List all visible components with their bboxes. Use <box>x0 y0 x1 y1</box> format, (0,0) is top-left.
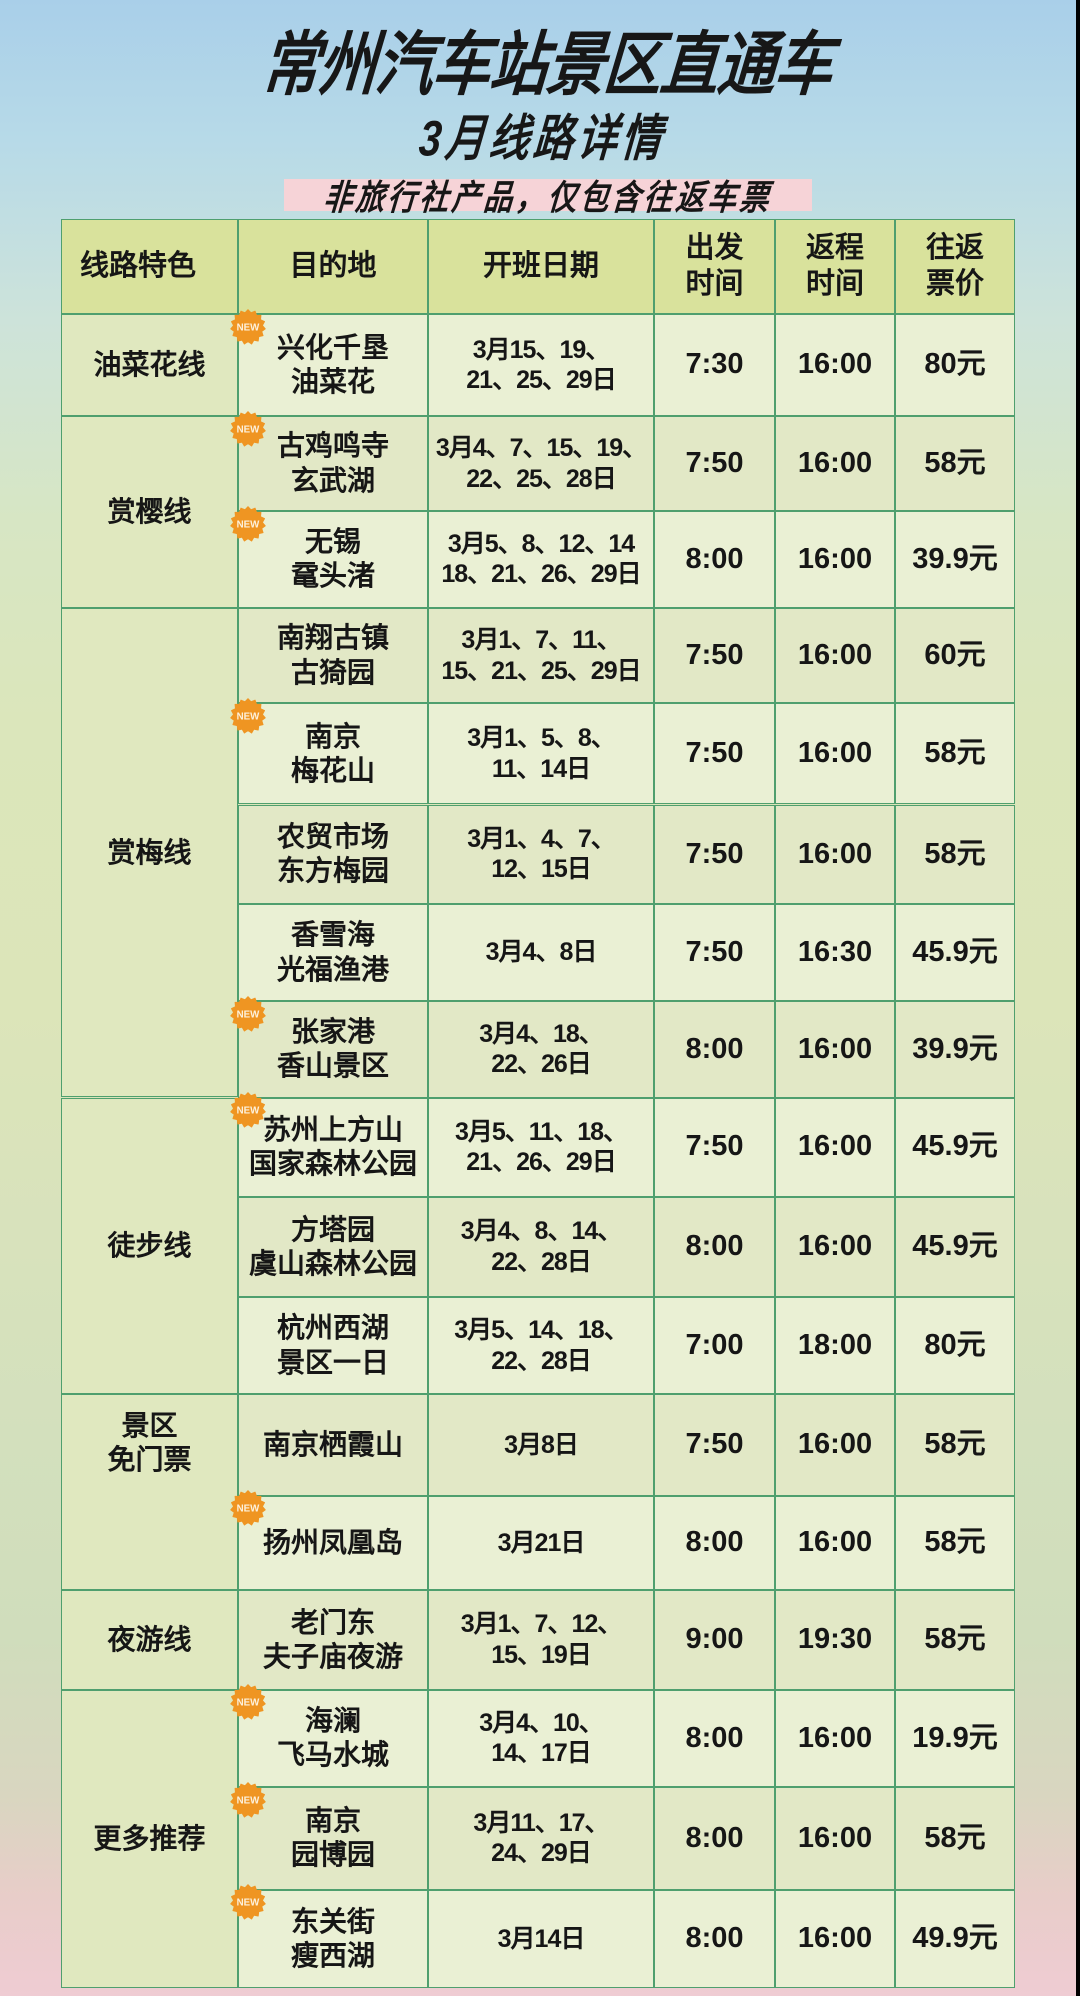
svg-text:NEW: NEW <box>237 1106 261 1117</box>
svg-text:NEW: NEW <box>237 519 261 530</box>
svg-text:NEW: NEW <box>237 1698 261 1709</box>
svg-text:NEW: NEW <box>237 1504 261 1515</box>
svg-text:NEW: NEW <box>237 424 261 435</box>
svg-text:NEW: NEW <box>237 711 261 722</box>
svg-text:NEW: NEW <box>237 322 261 333</box>
svg-text:NEW: NEW <box>237 1009 261 1020</box>
svg-text:NEW: NEW <box>237 1898 261 1909</box>
svg-text:NEW: NEW <box>237 1795 261 1806</box>
